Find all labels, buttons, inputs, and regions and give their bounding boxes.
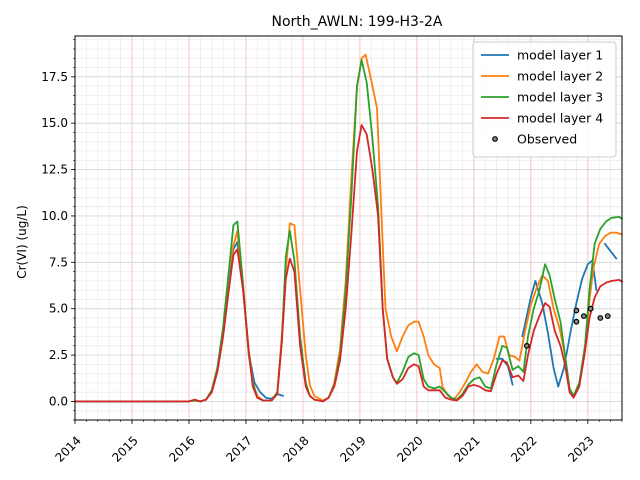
plot-area <box>74 53 623 403</box>
observed-point <box>573 307 580 314</box>
observed-point <box>523 342 530 349</box>
y-tick-label: 15.0 <box>41 116 68 130</box>
observed-point <box>604 313 611 320</box>
legend-box <box>472 41 617 158</box>
y-tick-label: 12.5 <box>41 163 68 177</box>
y-tick-label: 0.0 <box>49 394 68 408</box>
y-axis-label: Cr(VI) (ug/L) <box>15 205 29 279</box>
chart-title: North_AWLN: 199-H3-2A <box>272 14 443 30</box>
legend: model layer 1 model layer 2 model layer 3 m… <box>472 41 617 158</box>
legend-label: model layer 4 <box>517 111 603 126</box>
series-line-1 <box>521 259 598 388</box>
series-line-4 <box>74 124 623 403</box>
y-tick-label: 7.5 <box>49 255 68 269</box>
legend-label: model layer 2 <box>517 69 603 84</box>
observed-point <box>587 305 594 312</box>
legend-label: model layer 1 <box>517 48 603 63</box>
legend-label: Observed <box>517 132 577 147</box>
observed-point <box>597 315 604 321</box>
observed-point <box>580 313 587 320</box>
y-tick-label: 5.0 <box>49 302 68 316</box>
observed-point <box>573 318 580 325</box>
legend-swatch <box>492 136 498 142</box>
y-tick-label: 2.5 <box>49 348 68 362</box>
legend-label: model layer 3 <box>517 90 603 105</box>
series-line-1 <box>604 242 618 260</box>
y-axis: 0.0 2.5 5.0 7.5 10.0 12.5 15.0 17.5 <box>41 39 75 421</box>
y-tick-label: 10.0 <box>41 209 68 223</box>
y-tick-label: 17.5 <box>41 70 68 84</box>
